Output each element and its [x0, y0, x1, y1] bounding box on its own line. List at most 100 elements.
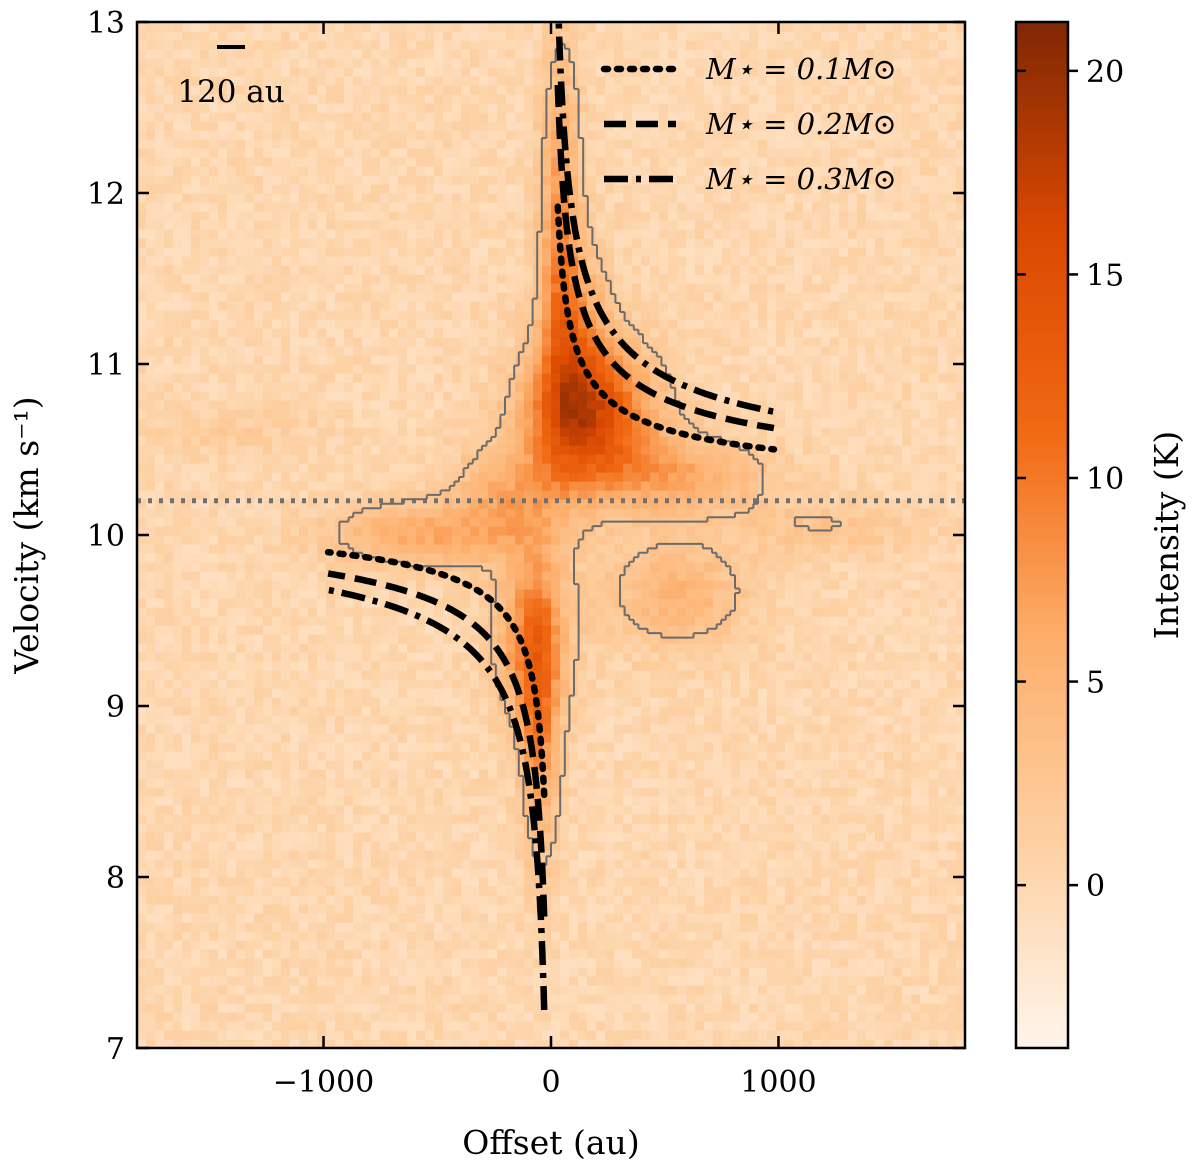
heatmap-cell — [596, 814, 606, 824]
heatmap-cell — [722, 949, 732, 959]
heatmap-cell — [596, 895, 606, 905]
heatmap-cell — [839, 787, 849, 797]
heatmap-cell — [137, 787, 147, 797]
heatmap-cell — [209, 751, 219, 761]
heatmap-cell — [443, 589, 453, 599]
heatmap-cell — [686, 922, 696, 932]
heatmap-cell — [587, 616, 597, 626]
heatmap-cell — [902, 913, 912, 923]
heatmap-cell — [353, 1021, 363, 1031]
heatmap-cell — [551, 796, 561, 806]
heatmap-cell — [722, 778, 732, 788]
heatmap-cell — [371, 796, 381, 806]
heatmap-cell — [785, 625, 795, 635]
heatmap-cell — [659, 1021, 669, 1031]
heatmap-cell — [596, 643, 606, 653]
heatmap-cell — [866, 976, 876, 986]
heatmap-cell — [515, 742, 525, 752]
heatmap-cell — [335, 580, 345, 590]
heatmap-cell — [227, 931, 237, 941]
heatmap-cell — [866, 832, 876, 842]
heatmap-cell — [848, 850, 858, 860]
heatmap-cell — [344, 661, 354, 671]
heatmap-cell — [308, 931, 318, 941]
heatmap-cell — [425, 949, 435, 959]
heatmap-cell — [713, 643, 723, 653]
heatmap-cell — [452, 1030, 462, 1040]
heatmap-cell — [263, 1021, 273, 1031]
heatmap-cell — [164, 652, 174, 662]
heatmap-cell — [173, 814, 183, 824]
heatmap-cell — [137, 823, 147, 833]
heatmap-cell — [758, 796, 768, 806]
heatmap-cell — [551, 580, 561, 590]
heatmap-cell — [776, 724, 786, 734]
heatmap-cell — [416, 769, 426, 779]
heatmap-cell — [740, 922, 750, 932]
heatmap-cell — [308, 652, 318, 662]
heatmap-cell — [380, 904, 390, 914]
heatmap-cell — [371, 976, 381, 986]
heatmap-cell — [200, 841, 210, 851]
heatmap-cell — [416, 877, 426, 887]
heatmap-cell — [578, 814, 588, 824]
heatmap-cell — [245, 949, 255, 959]
heatmap-cell — [623, 715, 633, 725]
heatmap-cell — [164, 832, 174, 842]
heatmap-cell — [650, 805, 660, 815]
heatmap-cell — [308, 1003, 318, 1013]
heatmap-cell — [947, 985, 957, 995]
heatmap-cell — [533, 652, 543, 662]
heatmap-cell — [551, 877, 561, 887]
heatmap-cell — [191, 823, 201, 833]
heatmap-cell — [272, 922, 282, 932]
heatmap-cell — [911, 751, 921, 761]
heatmap-cell — [587, 1012, 597, 1022]
heatmap-cell — [479, 850, 489, 860]
heatmap-cell — [632, 913, 642, 923]
heatmap-cell — [137, 1039, 147, 1048]
heatmap-cell — [839, 652, 849, 662]
heatmap-cell — [416, 814, 426, 824]
heatmap-cell — [641, 823, 651, 833]
heatmap-cell — [353, 562, 363, 572]
heatmap-cell — [614, 931, 624, 941]
heatmap-cell — [245, 832, 255, 842]
heatmap-cell — [533, 688, 543, 698]
heatmap-cell — [443, 733, 453, 743]
heatmap-cell — [200, 877, 210, 887]
heatmap-cell — [578, 967, 588, 977]
heatmap-cell — [299, 598, 309, 608]
heatmap-cell — [461, 949, 471, 959]
heatmap-cell — [857, 571, 867, 581]
heatmap-cell — [326, 814, 336, 824]
heatmap-cell — [659, 1003, 669, 1013]
heatmap-cell — [317, 778, 327, 788]
heatmap-cell — [227, 760, 237, 770]
heatmap-cell — [956, 895, 965, 905]
heatmap-cell — [749, 985, 759, 995]
heatmap-cell — [245, 580, 255, 590]
heatmap-cell — [632, 1021, 642, 1031]
heatmap-cell — [308, 733, 318, 743]
heatmap-cell — [956, 850, 965, 860]
heatmap-cell — [326, 643, 336, 653]
heatmap-cell — [263, 643, 273, 653]
heatmap-cell — [749, 1021, 759, 1031]
heatmap-cell — [821, 679, 831, 689]
heatmap-cell — [956, 715, 965, 725]
heatmap-cell — [263, 940, 273, 950]
heatmap-cell — [875, 670, 885, 680]
heatmap-cell — [758, 625, 768, 635]
heatmap-cell — [668, 571, 678, 581]
heatmap-cell — [164, 553, 174, 563]
heatmap-cell — [200, 661, 210, 671]
heatmap-cell — [830, 805, 840, 815]
heatmap-cell — [227, 1021, 237, 1031]
heatmap-cell — [488, 940, 498, 950]
heatmap-cell — [902, 634, 912, 644]
heatmap-cell — [200, 697, 210, 707]
heatmap-cell — [380, 661, 390, 671]
heatmap-cell — [947, 832, 957, 842]
heatmap-cell — [641, 679, 651, 689]
